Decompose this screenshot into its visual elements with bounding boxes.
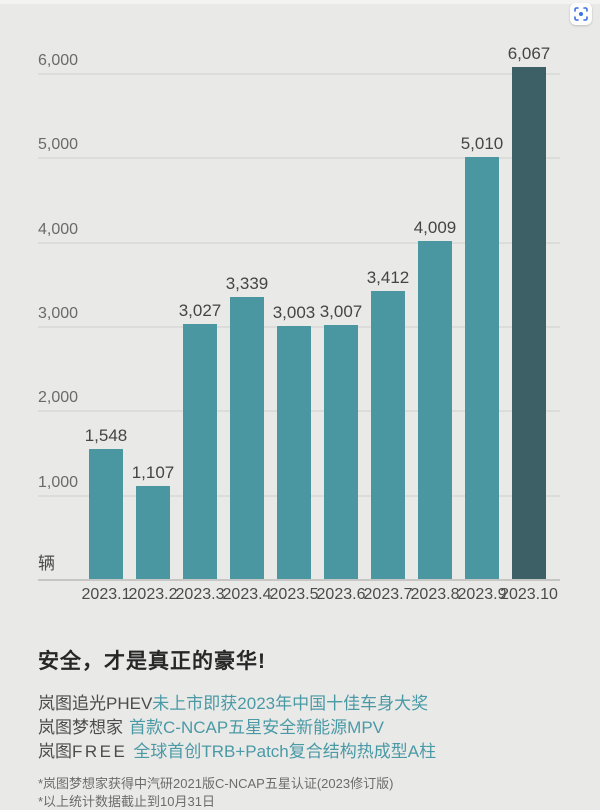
bar-2023.2 (136, 485, 170, 579)
headline: 安全，才是真正的豪华! (38, 650, 266, 673)
x-axis-label: 2023.10 (500, 586, 558, 603)
footnote: *岚图梦想家获得中汽研2021版C-NCAP五星认证(2023修订版) (38, 776, 394, 791)
bar-2023.6 (324, 325, 358, 579)
x-axis-label: 2023.1 (81, 586, 131, 603)
x-axis-label: 2023.3 (175, 586, 225, 603)
bar-value-label: 3,027 (178, 300, 222, 320)
bar-2023.4 (230, 297, 264, 579)
bar-value-label: 3,007 (319, 302, 363, 322)
bar-value-label: 4,009 (413, 217, 457, 237)
gridline-4000 (38, 241, 560, 244)
x-axis-label: 2023.2 (128, 586, 178, 603)
y-axis-unit-label: 辆 (38, 554, 55, 573)
y-tick-label: 5,000 (38, 136, 79, 154)
bar-value-label: 3,003 (272, 302, 316, 322)
gridline-5000 (38, 157, 560, 160)
bar-value-label: 6,067 (507, 44, 551, 64)
bar-value-label: 1,107 (131, 462, 175, 482)
brand-name: 岚图 (38, 742, 72, 761)
y-tick-label: 2,000 (38, 389, 79, 407)
y-tick-label: 3,000 (38, 305, 79, 322)
x-axis-line (38, 579, 560, 581)
image-search-button[interactable] (570, 3, 592, 25)
bar-2023.1 (89, 448, 123, 579)
x-axis-label: 2023.7 (363, 586, 413, 603)
feature-line: 岚图追光PHEV未上市即获2023年中国十佳车身大奖 (38, 692, 578, 716)
x-axis-label: 2023.8 (410, 586, 460, 603)
gridline-6000 (38, 73, 560, 75)
bar-value-label: 1,548 (84, 425, 128, 445)
brand-logo: FREE (72, 742, 128, 761)
bar-2023.9 (465, 156, 499, 579)
feature-line: 岚图梦想家 首款C-NCAP五星安全新能源MPV (38, 716, 578, 740)
bar-2023.8 (418, 240, 452, 579)
bar-value-label: 3,412 (366, 268, 410, 288)
scan-lens-icon (574, 7, 588, 21)
x-axis-label: 2023.6 (316, 586, 366, 603)
brand-name: 岚图梦想家 (38, 718, 123, 737)
monthly-sales-bar-chart: 1,000 2,000 3,000 4,000 5,000 6,000 1,548 2023.… (38, 44, 560, 603)
y-tick-label: 6,000 (38, 52, 79, 69)
bar-value-label: 5,010 (460, 133, 504, 153)
top-highlight-strip (0, 0, 600, 4)
bar-2023.5 (277, 325, 311, 579)
feature-highlight: 未上市即获2023年中国十佳车身大奖 (152, 694, 429, 713)
x-axis-label: 2023.4 (222, 586, 272, 603)
bar-2023.10 (512, 67, 546, 579)
feature-line: 岚图FREE 全球首创TRB+Patch复合结构热成型A柱 (38, 740, 578, 764)
footer-text-block: 安全，才是真正的豪华! 岚图追光PHEV未上市即获2023年中国十佳车身大奖 岚… (38, 645, 578, 810)
footnotes: *岚图梦想家获得中汽研2021版C-NCAP五星认证(2023修订版) *以上统… (38, 775, 578, 810)
footnote: *以上统计数据截止到10月31日 (38, 794, 215, 809)
brand-name: 岚图追光PHEV (38, 694, 153, 713)
y-tick-label: 1,000 (38, 473, 79, 491)
feature-highlight: 全球首创TRB+Patch复合结构热成型A柱 (133, 742, 437, 761)
x-axis-label: 2023.9 (457, 586, 507, 603)
x-axis-label: 2023.5 (269, 586, 319, 603)
bar-2023.3 (183, 323, 217, 579)
y-tick-label: 4,000 (38, 220, 79, 238)
bar-value-label: 3,339 (225, 274, 269, 294)
feature-highlight: 首款C-NCAP五星安全新能源MPV (129, 718, 385, 737)
bar-2023.7 (371, 291, 405, 579)
